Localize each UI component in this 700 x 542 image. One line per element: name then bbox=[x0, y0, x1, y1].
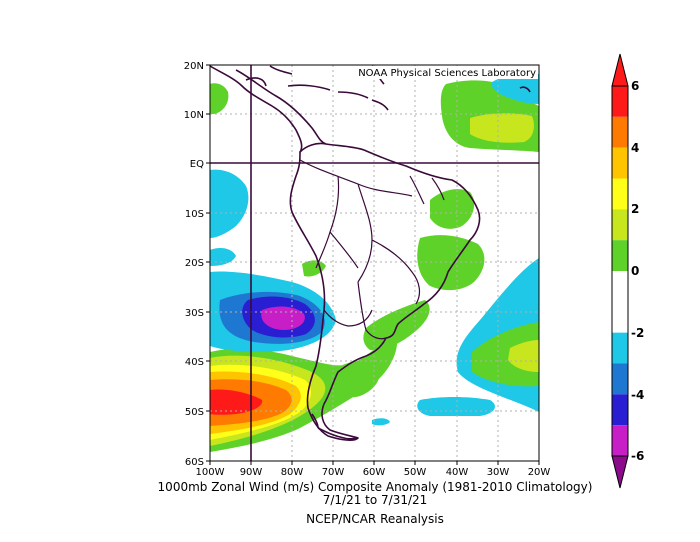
anomaly-green-bolivia bbox=[302, 260, 326, 277]
anomaly-shading bbox=[210, 73, 539, 452]
lat-label: 60S bbox=[185, 457, 204, 468]
central-america-coastline bbox=[210, 65, 303, 153]
lat-label: EQ bbox=[190, 159, 204, 170]
credit-text: NOAA Physical Sciences Laboratory bbox=[358, 68, 536, 79]
anomaly-magenta-southeast-pacific bbox=[261, 306, 305, 330]
lon-label: 70W bbox=[322, 467, 345, 478]
lon-label: 100W bbox=[196, 467, 225, 478]
anomaly-cyan-south-atlantic bbox=[417, 397, 495, 416]
lon-label: 20W bbox=[528, 467, 551, 478]
lat-label: 10S bbox=[185, 209, 204, 220]
colorbar-segment bbox=[612, 332, 628, 364]
colorbar-segment bbox=[612, 86, 628, 117]
lon-label: 60W bbox=[363, 467, 386, 478]
colorbar-top-arrow bbox=[611, 53, 629, 87]
colorbar-segment bbox=[612, 178, 628, 210]
lon-label: 90W bbox=[240, 467, 263, 478]
colorbar-label: 0 bbox=[631, 264, 639, 278]
colorbar-segments bbox=[612, 86, 628, 456]
anomaly-cyan-east-pacific bbox=[210, 169, 249, 238]
anomaly-lime-east-atlantic bbox=[508, 340, 539, 372]
colorbar-segment bbox=[612, 425, 628, 456]
lon-label: 50W bbox=[404, 467, 427, 478]
lon-label: 30W bbox=[487, 467, 510, 478]
tierra-del-fuego bbox=[311, 413, 359, 440]
anomaly-red-south-pacific bbox=[210, 389, 263, 415]
south-america-coastline bbox=[289, 142, 481, 441]
colorbar-segment bbox=[612, 301, 628, 333]
anomaly-cyan-south-pacific-small bbox=[372, 418, 390, 426]
anomaly-cyan-north-atlantic bbox=[491, 73, 539, 104]
colorbar: 6 4 2 0 -2 -4 -6 bbox=[611, 53, 644, 489]
atlantic-islands bbox=[519, 86, 531, 93]
lat-label: 20S bbox=[185, 258, 204, 269]
anomaly-green-northeast-brazil bbox=[430, 189, 475, 229]
caribbean-islands bbox=[287, 84, 389, 111]
colorbar-label: 4 bbox=[631, 141, 639, 155]
caption-line-1: 1000mb Zonal Wind (m/s) Composite Anomal… bbox=[158, 480, 593, 494]
colorbar-segment bbox=[612, 116, 628, 148]
anomaly-cyan-east-pacific-2 bbox=[210, 248, 236, 266]
latitude-labels: 20N 10N EQ 10S 20S 30S 40S 50S 60S bbox=[184, 61, 204, 468]
tick-marks bbox=[206, 64, 540, 465]
reference-lines bbox=[210, 65, 539, 461]
colorbar-segment bbox=[612, 209, 628, 241]
yucatan bbox=[245, 77, 267, 87]
caption-line-2: 7/1/21 to 7/31/21 bbox=[323, 493, 428, 507]
colorbar-bottom-arrow bbox=[611, 455, 629, 489]
colorbar-label: 2 bbox=[631, 202, 639, 216]
lat-label: 40S bbox=[185, 357, 204, 368]
anomaly-green-brazil-coast bbox=[417, 235, 485, 291]
country-borders bbox=[299, 159, 445, 340]
lat-label: 10N bbox=[184, 110, 204, 121]
anomaly-lime-north-atlantic bbox=[470, 113, 534, 143]
anomaly-green-patagonia bbox=[332, 360, 380, 398]
colorbar-segment bbox=[612, 363, 628, 395]
colorbar-label: -6 bbox=[631, 449, 644, 463]
colorbar-label: -4 bbox=[631, 388, 644, 402]
colorbar-segment bbox=[612, 147, 628, 179]
map-gridlines bbox=[210, 65, 539, 461]
colorbar-frame bbox=[611, 85, 629, 457]
anomaly-green-caribbean bbox=[210, 83, 229, 114]
lat-label: 50S bbox=[185, 407, 204, 418]
colorbar-segment bbox=[612, 271, 628, 302]
colorbar-segment bbox=[612, 240, 628, 271]
colorbar-segment bbox=[612, 394, 628, 426]
anomaly-green-east-atlantic bbox=[472, 322, 539, 387]
lat-label: 20N bbox=[184, 61, 204, 72]
colorbar-label: -2 bbox=[631, 326, 644, 340]
central-america-coastline-2 bbox=[235, 69, 327, 145]
longitude-labels: 100W 90W 80W 70W 60W 50W 40W 30W 20W bbox=[196, 467, 551, 478]
coastlines bbox=[210, 65, 531, 441]
colorbar-labels: 6 4 2 0 -2 -4 -6 bbox=[631, 79, 644, 463]
lon-label: 80W bbox=[281, 467, 304, 478]
credit-box bbox=[355, 66, 538, 79]
caption-line-3: NCEP/NCAR Reanalysis bbox=[306, 512, 444, 526]
lat-label: 30S bbox=[185, 308, 204, 319]
colorbar-label: 6 bbox=[631, 79, 639, 93]
lon-label: 40W bbox=[446, 467, 469, 478]
